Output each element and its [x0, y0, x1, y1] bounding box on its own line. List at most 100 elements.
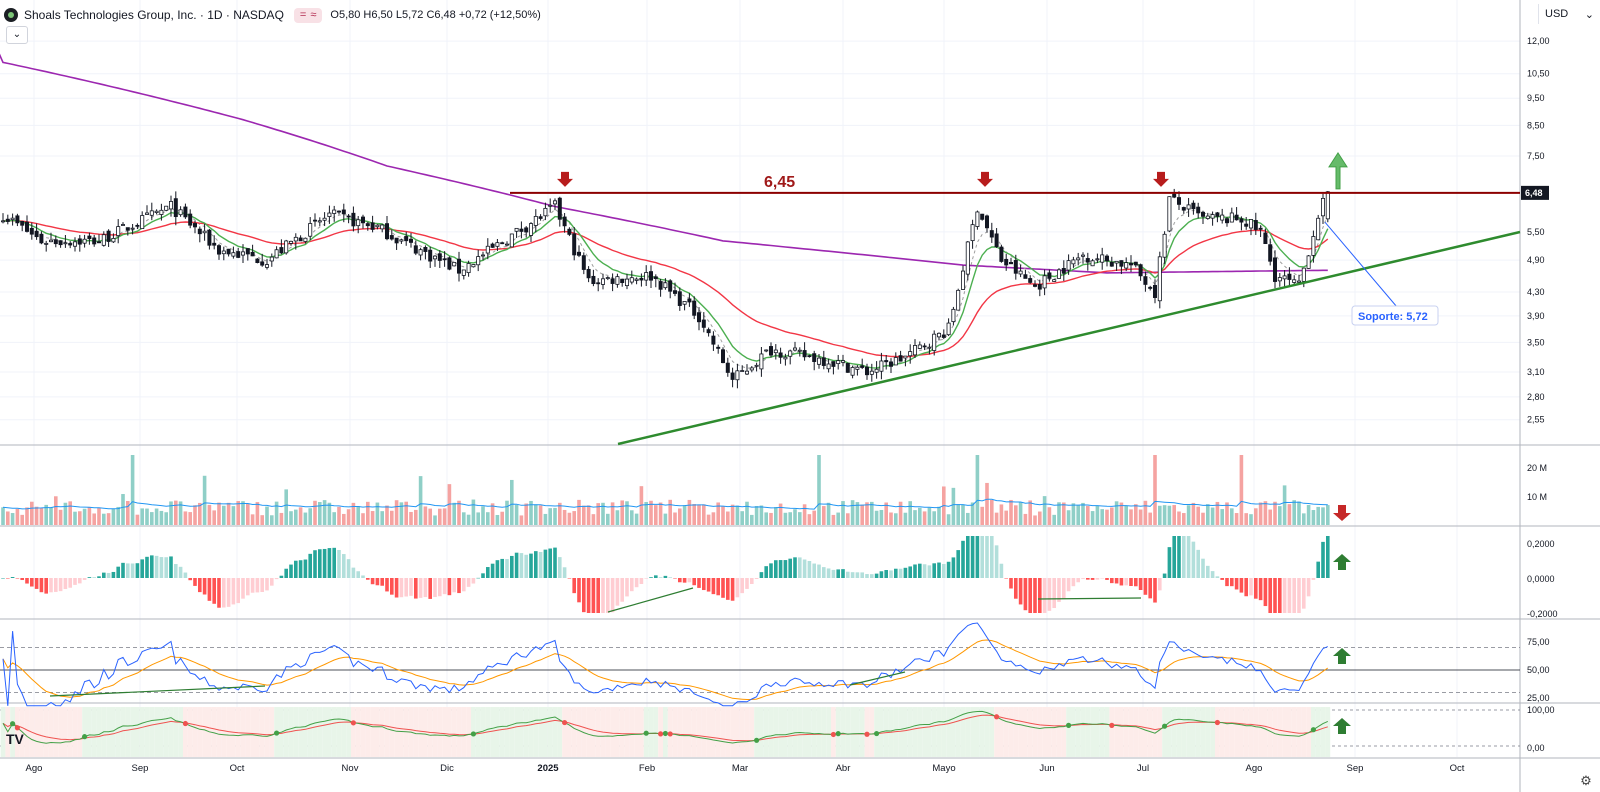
osc-cross-dot	[1066, 722, 1072, 729]
candle-body	[432, 255, 437, 260]
macd-bar	[198, 578, 202, 593]
macd-bar	[1162, 573, 1167, 578]
candle-body	[1172, 193, 1177, 198]
volume-bar	[1321, 507, 1325, 525]
volume-bar	[193, 505, 197, 525]
candle-body	[101, 234, 106, 246]
macd-bar	[620, 578, 624, 602]
candle-body	[360, 216, 365, 224]
volume-bar	[505, 500, 509, 525]
osc-bg	[749, 707, 755, 757]
volume-bar	[169, 501, 173, 525]
macd-bar	[140, 559, 144, 578]
candle-body	[327, 212, 332, 217]
osc-bg	[221, 707, 227, 757]
osc-bg	[264, 707, 270, 757]
candle-body	[879, 360, 884, 372]
osc-bg	[298, 707, 303, 757]
macd-bar	[673, 578, 677, 579]
osc-bg	[1027, 707, 1033, 757]
osc-bg	[528, 707, 534, 757]
osc-bg	[1018, 707, 1023, 757]
osc-bg	[792, 707, 798, 757]
volume-bar	[1090, 511, 1095, 525]
candle-body	[125, 227, 130, 231]
osc-bg	[994, 707, 999, 757]
time-axis-label: Jun	[1039, 763, 1054, 774]
macd-bar	[1306, 578, 1311, 597]
macd-bar	[1086, 578, 1090, 580]
osc-bg	[730, 707, 735, 757]
candle-body	[601, 278, 606, 285]
volume-bar	[1230, 508, 1234, 525]
osc-bg	[216, 707, 222, 757]
macd-bar	[1282, 578, 1287, 613]
osc-bg	[139, 707, 145, 757]
candle-body	[97, 241, 102, 244]
osc-bg	[1128, 707, 1134, 757]
volume-bar	[78, 511, 82, 525]
osc-bg	[970, 707, 975, 757]
macd-bar	[1, 578, 5, 579]
volume-bar	[625, 501, 629, 525]
osc-bg	[538, 707, 543, 757]
macd-bar	[970, 536, 975, 578]
candle-body	[260, 261, 265, 266]
candle-body	[917, 344, 922, 349]
osc-bg	[235, 707, 241, 757]
volume-bar	[1196, 506, 1200, 525]
candle-body	[793, 347, 798, 351]
volume-bar	[250, 514, 255, 525]
candle-body	[740, 370, 745, 372]
volume-bar	[428, 508, 432, 525]
volume-bar	[394, 500, 399, 525]
osc-bg	[787, 707, 793, 757]
collapse-button[interactable]: ⌄	[6, 26, 28, 44]
candle-body	[581, 255, 586, 270]
candle-body	[855, 366, 860, 370]
macd-bar	[1062, 578, 1066, 599]
macd-bar	[918, 563, 922, 578]
price-tick-label: 3,90	[1527, 311, 1545, 321]
candle-body	[34, 230, 39, 238]
osc-bg	[303, 707, 308, 757]
osc-bg	[821, 707, 827, 757]
candle-body	[965, 241, 970, 275]
macd-bar	[217, 578, 221, 608]
candle-body	[317, 220, 322, 223]
macd-bar	[452, 578, 456, 593]
symbol-title[interactable]: Shoals Technologies Group, Inc. · 1D · N…	[24, 8, 284, 22]
osc-bg	[317, 707, 323, 757]
candle-body	[1023, 274, 1028, 279]
down-arrow-icon	[557, 171, 573, 187]
macd-bar	[428, 578, 432, 599]
candle-body	[480, 254, 485, 257]
candle-body	[428, 249, 433, 262]
macd-bar	[562, 567, 567, 578]
volume-bar	[553, 507, 557, 525]
macd-bar	[750, 578, 754, 585]
osc-bg	[163, 707, 169, 757]
volume-bar	[951, 487, 956, 525]
macd-bar	[476, 577, 480, 579]
volume-bar	[668, 499, 672, 525]
down-arrow-icon	[1333, 505, 1351, 521]
macd-bar	[226, 578, 231, 607]
gear-icon[interactable]: ⚙	[1580, 773, 1592, 788]
macd-bar	[946, 561, 951, 578]
macd-bar	[438, 578, 442, 597]
volume-bar	[543, 513, 548, 525]
volume-bar	[298, 507, 303, 525]
currency-selector[interactable]: USD ⌄	[1538, 4, 1600, 24]
volume-bar	[346, 509, 351, 525]
indicator-badge[interactable]: = ≈	[293, 7, 323, 23]
time-axis-label: Oct	[230, 763, 245, 774]
volume-bar	[1138, 509, 1143, 525]
volume-bar	[73, 511, 77, 525]
macd-bar	[1215, 576, 1220, 578]
volume-bar	[1182, 513, 1186, 525]
candle-body	[529, 223, 534, 236]
candle-body	[29, 227, 34, 235]
volume-bar	[1206, 504, 1210, 525]
